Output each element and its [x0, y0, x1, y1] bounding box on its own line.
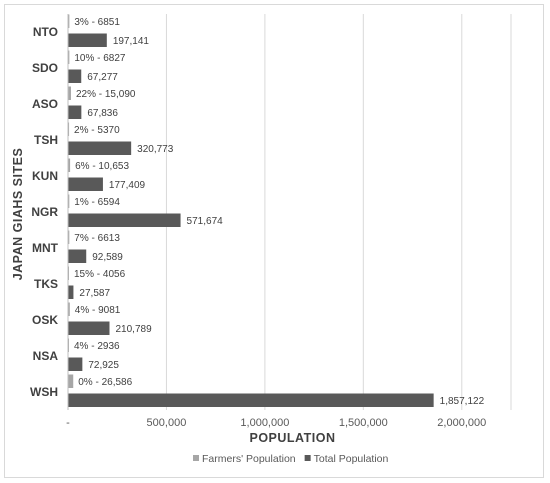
bar-farmers-population	[68, 230, 70, 244]
x-tick-label: -	[66, 417, 70, 429]
data-label-total: 92,589	[92, 252, 123, 263]
category-label: KUN	[32, 169, 58, 183]
bar-farmers-population	[68, 302, 70, 316]
category-label: TKS	[34, 277, 58, 291]
bar-farmers-population	[68, 374, 74, 388]
data-label-farmers: 1% - 6594	[74, 197, 120, 208]
data-label-total: 197,141	[113, 36, 150, 47]
data-label-farmers: 2% - 5370	[74, 125, 120, 136]
bar-total-population	[68, 285, 74, 299]
data-label-farmers: 4% - 2936	[74, 341, 120, 352]
data-label-total: 571,674	[187, 216, 224, 227]
data-label-total: 72,925	[88, 360, 119, 371]
category-label: ASO	[32, 97, 58, 111]
data-label-total: 67,277	[87, 72, 118, 83]
bar-total-population	[68, 33, 107, 47]
bar-total-population	[68, 69, 82, 83]
bar-total-population	[68, 321, 110, 335]
category-label: OSK	[32, 313, 58, 327]
legend-swatch	[193, 455, 199, 461]
bar-farmers-population	[68, 158, 71, 172]
category-label: SDO	[32, 61, 58, 75]
data-label-farmers: 15% - 4056	[74, 269, 126, 280]
data-label-total: 67,836	[87, 108, 118, 119]
legend-entry: Total Population	[314, 453, 389, 465]
legend-swatch	[304, 455, 311, 461]
category-label: MNT	[32, 241, 59, 255]
category-label: WSH	[30, 385, 58, 399]
data-label-farmers: 7% - 6613	[74, 233, 120, 244]
data-label-total: 27,587	[79, 288, 110, 299]
bar-total-population	[68, 393, 434, 407]
data-label-farmers: 0% - 26,586	[78, 377, 132, 388]
bar-farmers-population	[68, 86, 71, 100]
bar-farmers-population	[68, 122, 70, 136]
bar-total-population	[68, 213, 181, 227]
bar-total-population	[68, 357, 83, 371]
x-axis-title: POPULATION	[249, 431, 335, 445]
bar-farmers-population	[68, 14, 70, 28]
bar-farmers-population	[68, 50, 70, 64]
x-tick-label: 500,000	[147, 417, 187, 429]
data-label-farmers: 6% - 10,653	[75, 161, 129, 172]
data-label-total: 1,857,122	[440, 396, 485, 407]
data-label-total: 177,409	[109, 180, 146, 191]
legend: Farmers' Population Total Population	[193, 453, 389, 465]
category-label: NTO	[33, 25, 58, 39]
category-label: NGR	[31, 205, 58, 219]
x-tick-label: 2,000,000	[437, 417, 486, 429]
legend-entry: Farmers' Population	[202, 453, 296, 465]
x-tick-label: 1,000,000	[240, 417, 289, 429]
data-label-farmers: 4% - 9081	[75, 305, 121, 316]
bar-total-population	[68, 105, 82, 119]
bar-total-population	[68, 177, 103, 191]
bar-total-population	[68, 249, 87, 263]
bar-farmers-population	[68, 194, 70, 208]
category-label: NSA	[33, 349, 59, 363]
data-label-total: 320,773	[137, 144, 174, 155]
bar-total-population	[68, 141, 132, 155]
data-label-total: 210,789	[116, 324, 153, 335]
y-axis-title: JAPAN GIAHS SITES	[11, 148, 25, 281]
data-label-farmers: 10% - 6827	[74, 53, 126, 64]
category-label: TSH	[34, 133, 58, 147]
data-label-farmers: 3% - 6851	[74, 17, 120, 28]
data-label-farmers: 22% - 15,090	[76, 89, 136, 100]
x-tick-label: 1,500,000	[339, 417, 388, 429]
